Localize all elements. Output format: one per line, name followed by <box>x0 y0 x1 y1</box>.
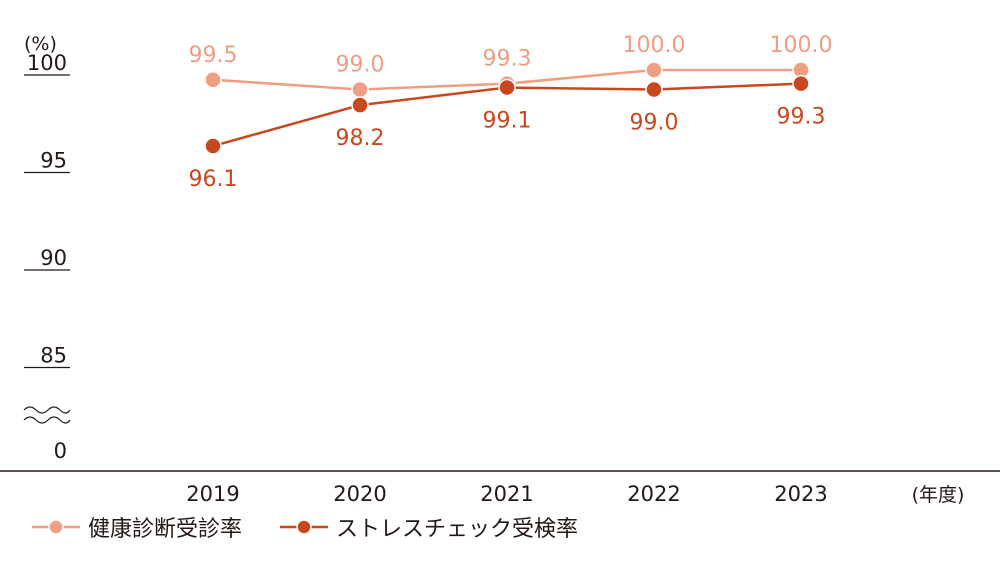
y-tick-label: 95 <box>40 149 67 173</box>
legend-label-health-checkup: 健康診断受診率 <box>88 517 243 542</box>
data-point <box>351 80 369 99</box>
data-label: 100.0 <box>770 33 833 58</box>
legend: 健康診断受診率 ストレスチェック受検率 <box>30 511 614 543</box>
data-label: 100.0 <box>623 33 686 58</box>
y-axis: (%)100 95 90 85 0 <box>23 33 71 463</box>
series-1: 96.1 98.2 99.1 99.0 99.3 <box>189 74 826 192</box>
series-0: 99.5 99.0 99.3 100.0 100.0 <box>189 33 833 99</box>
y-unit-label: (%) <box>24 33 57 55</box>
x-tick-label: 2021 <box>480 482 533 506</box>
data-label: 99.5 <box>189 43 238 68</box>
axis-break-mark <box>23 406 71 424</box>
data-point <box>645 61 663 79</box>
legend-swatch-health-checkup <box>32 519 80 535</box>
legend-item-health-checkup: 健康診断受診率 <box>30 511 242 543</box>
data-point <box>351 96 369 114</box>
y-tick-label: 90 <box>40 246 67 270</box>
data-label: 98.2 <box>336 126 385 151</box>
data-label: 96.1 <box>189 167 238 192</box>
data-label: 99.3 <box>777 105 826 130</box>
legend-label-stress-check: ストレスチェック受検率 <box>336 517 579 542</box>
legend-swatch-stress-check <box>280 519 329 535</box>
y-tick-label: 0 <box>54 439 67 463</box>
x-tick-label: 2023 <box>774 482 827 506</box>
x-tick-label: 2019 <box>186 482 239 506</box>
data-point <box>204 137 222 155</box>
data-label: 99.3 <box>483 47 532 72</box>
x-tick-label: 2020 <box>333 482 386 506</box>
data-point <box>645 80 663 99</box>
data-label: 99.1 <box>483 109 532 134</box>
x-tick-label: 2022 <box>627 482 680 506</box>
data-point <box>498 78 516 97</box>
y-tick-label: 85 <box>40 344 67 368</box>
y-tick-label: 100 <box>27 51 67 75</box>
data-point <box>792 74 810 93</box>
data-label: 99.0 <box>630 111 679 136</box>
x-unit-label: (年度) <box>912 484 965 506</box>
data-label: 99.0 <box>336 53 385 78</box>
data-point <box>204 71 222 89</box>
legend-item-stress-check: ストレスチェック受検率 <box>278 511 578 543</box>
x-axis: 2019 2020 2021 2022 2023 (年度) <box>0 470 1000 506</box>
